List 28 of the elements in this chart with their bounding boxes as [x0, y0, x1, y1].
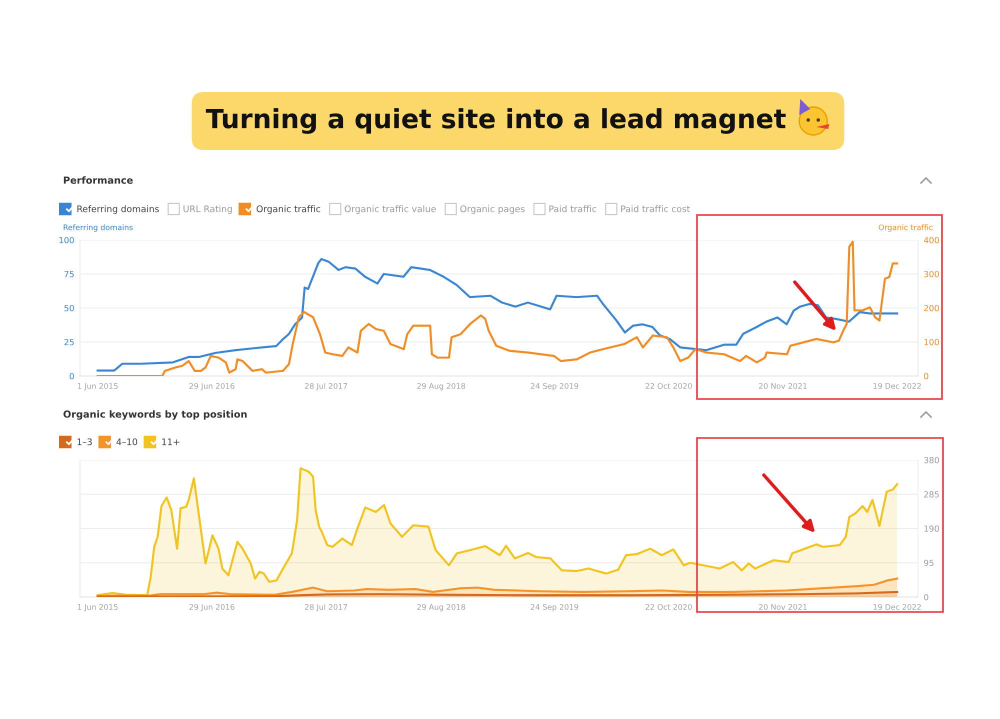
- y-tick-label: 380: [924, 456, 939, 464]
- legend-label: Organic traffic value: [344, 205, 436, 214]
- legend-label: Organic traffic: [256, 205, 320, 214]
- y-tick-label: 95: [924, 560, 934, 566]
- line-series: [96, 258, 898, 372]
- y-tick-label: 190: [924, 525, 939, 532]
- y2-tick-label: 300: [924, 270, 939, 278]
- y-tick-label: 75: [64, 271, 74, 278]
- legend-label: Paid traffic cost: [621, 205, 690, 212]
- legend-label: Organic pages: [460, 205, 525, 214]
- y-tick-label: 25: [64, 338, 74, 346]
- y-tick-label: 100: [59, 236, 74, 244]
- legend-label: Paid traffic: [549, 205, 596, 212]
- line-series: [96, 240, 898, 376]
- legend-label: 4–10: [116, 438, 138, 446]
- y-tick-label: 0: [924, 594, 928, 600]
- y2-tick-label: 200: [924, 304, 939, 312]
- y-tick-label: 50: [64, 304, 74, 312]
- legend-label: URL Rating: [184, 205, 232, 214]
- legend-label: 1–3: [78, 438, 92, 446]
- chart-subtitle: Performance: [64, 176, 133, 184]
- legend-label: Referring domains: [77, 205, 159, 214]
- legend-label: 11+: [162, 438, 180, 446]
- y2-tick-label: 400: [924, 236, 939, 244]
- chart-title: Organic keywords by top position: [63, 410, 247, 420]
- y-tick-label: 0: [70, 372, 74, 380]
- y-tick-label: 285: [924, 491, 939, 498]
- chart-title: Turning a quiet site into a lead magnet: [206, 108, 786, 134]
